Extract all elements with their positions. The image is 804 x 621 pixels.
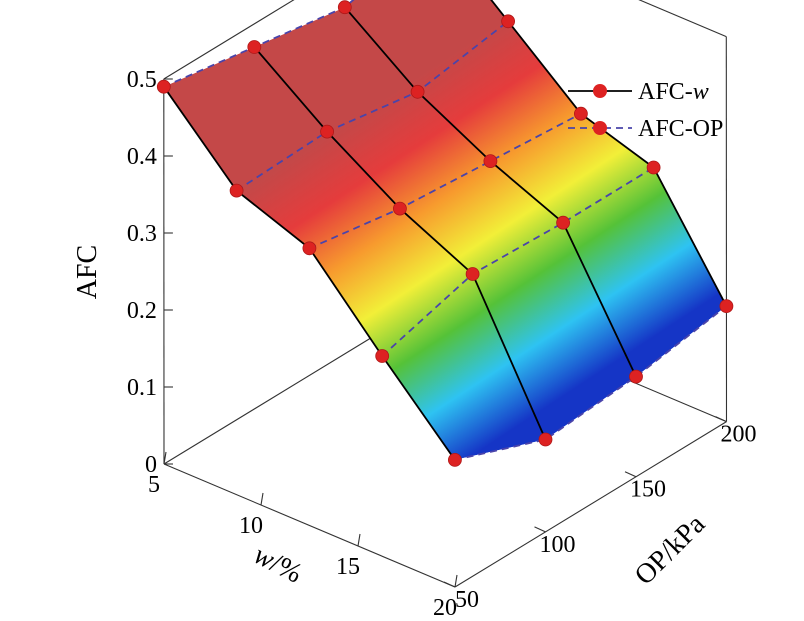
x-tick-mark: [357, 533, 361, 547]
z-tick-label: 0.3: [127, 221, 157, 247]
x-tick-label: 15: [336, 554, 360, 580]
data-point: [156, 79, 171, 94]
afc-op-line-c: [309, 112, 582, 250]
z-tick-label: 0.5: [127, 67, 157, 93]
y-tick-mark: [624, 471, 637, 478]
box-back-top-edge: [638, 0, 727, 38]
y-tick-label: 50: [455, 587, 479, 613]
x-tick-mark: [260, 492, 264, 506]
x-tick-label: 5: [148, 472, 160, 498]
data-point: [556, 215, 570, 230]
surface: [163, 0, 727, 460]
data-point: [629, 369, 643, 384]
y-tick-mark: [715, 416, 727, 423]
data-point: [719, 299, 734, 314]
data-point: [465, 267, 480, 281]
y-tick-label: 100: [540, 532, 576, 558]
legend-label-afc-w: AFC-w: [638, 79, 709, 105]
surface-fill: [163, 0, 727, 460]
z-axis-label: AFC: [72, 245, 103, 299]
legend-entry-afc-op: AFC-OP: [568, 116, 723, 142]
x-tick-mark: [163, 451, 167, 465]
x-tick-mark: [454, 574, 458, 588]
data-point: [247, 40, 262, 54]
data-point: [538, 432, 553, 447]
x-tick-label: 10: [239, 513, 263, 539]
z-tick-label: 0.1: [127, 375, 157, 401]
afc-op-line-d: [381, 166, 655, 357]
legend-label-afc-op: AFC-OP: [638, 116, 723, 142]
data-point: [229, 183, 244, 198]
data-point: [501, 14, 516, 29]
legend: AFC-w AFC-OP: [568, 79, 723, 142]
afc-op-lines: [163, 0, 727, 461]
legend-entry-afc-w: AFC-w: [568, 79, 709, 105]
data-point: [302, 241, 317, 256]
afc-op-line-e: [454, 305, 727, 461]
y-tick-label: 150: [630, 477, 666, 503]
data-point: [375, 349, 390, 363]
data-markers: [156, 0, 734, 467]
z-tick-label: 0: [145, 452, 157, 478]
y-tick-mark: [534, 526, 546, 533]
y-axis-label: OP/kPa: [629, 508, 712, 591]
data-point: [410, 84, 425, 99]
data-point: [447, 452, 462, 467]
afc-op-line-b: [236, 20, 509, 192]
z-tick-label: 0.2: [127, 298, 157, 324]
data-point: [337, 0, 352, 15]
z-tick-label: 0.4: [127, 144, 157, 170]
box-left-top-edge: [163, 0, 295, 80]
data-point: [574, 106, 588, 121]
data-point: [392, 201, 407, 216]
y-axis-line: [454, 421, 727, 588]
data-point: [646, 160, 661, 175]
data-point: [320, 124, 335, 139]
y-tick-mark: [443, 581, 456, 588]
y-tick-label: 200: [721, 422, 757, 448]
x-axis-label: w/%: [249, 539, 307, 589]
x-axis-line: [163, 463, 456, 588]
afc-op-line-a: [163, 0, 355, 88]
x-tick-label: 20: [433, 595, 457, 621]
data-point: [483, 154, 498, 169]
